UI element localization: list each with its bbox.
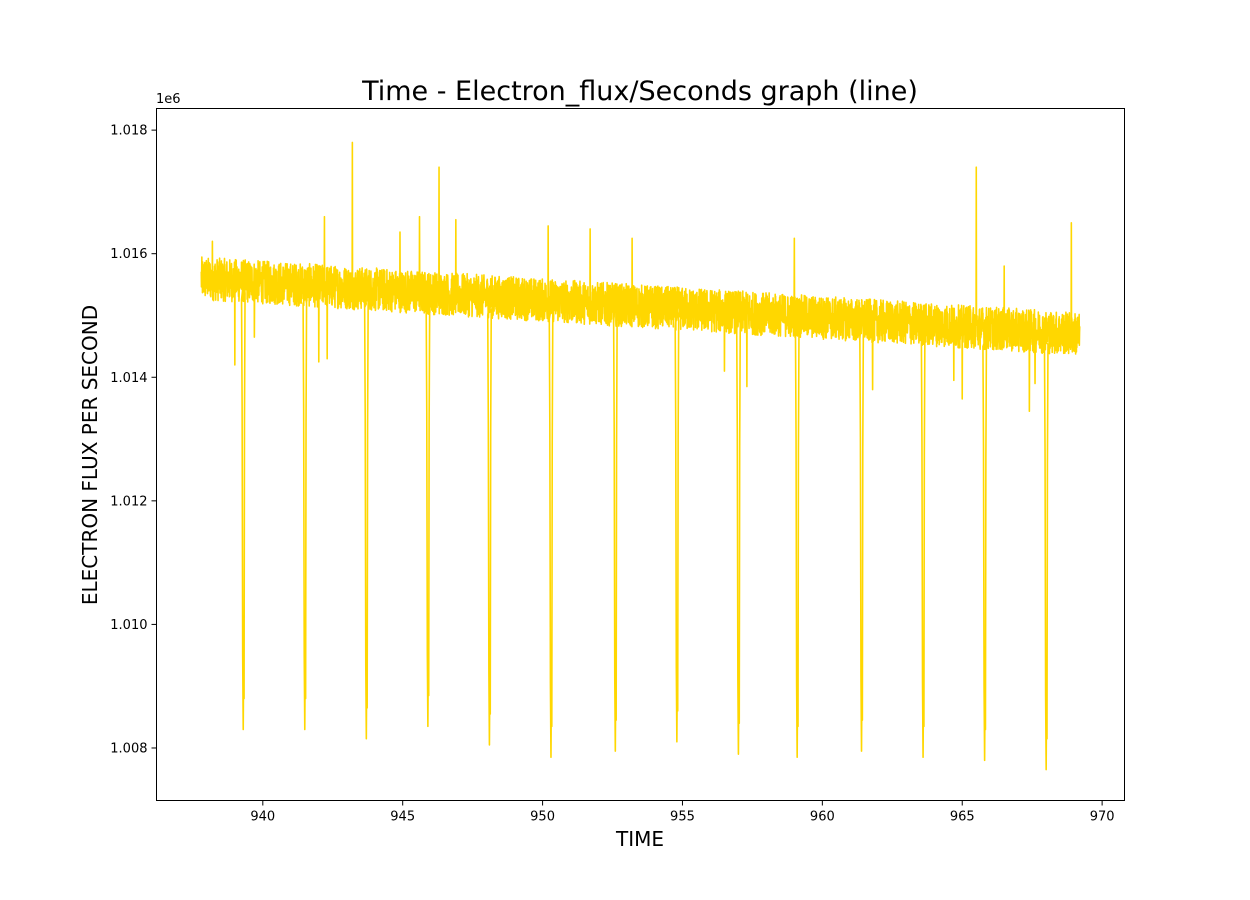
x-tick-label: 970 [1090,810,1115,825]
y-tick-label: 1.008 [110,741,147,756]
x-tick-label: 965 [950,810,975,825]
y-tick-label: 1.016 [110,247,147,262]
y-axis: 1.008 1.010 1.012 1.014 1.016 1.018 [110,124,157,756]
y-axis-label: ELECTRON FLUX PER SECOND [78,305,102,605]
x-tick-label: 945 [390,810,415,825]
y-tick-label: 1.012 [110,494,147,509]
axes-frame [156,108,1125,801]
y-tick-label: 1.018 [110,124,147,139]
electron-flux-series-line [200,141,1081,771]
chart-title: Time - Electron_flux/Seconds graph (line… [361,76,918,107]
x-tick-label: 955 [670,810,695,825]
x-axis: 940 945 950 955 960 965 970 [250,800,1115,825]
x-tick-label: 940 [250,810,275,825]
plot-area [200,141,1081,771]
x-tick-label: 960 [810,810,835,825]
y-tick-label: 1.014 [110,371,147,386]
x-axis-label: TIME [615,827,664,851]
y-tick-label: 1.010 [110,618,147,633]
x-tick-label: 950 [530,810,555,825]
y-axis-offset-label: 1e6 [156,92,181,107]
